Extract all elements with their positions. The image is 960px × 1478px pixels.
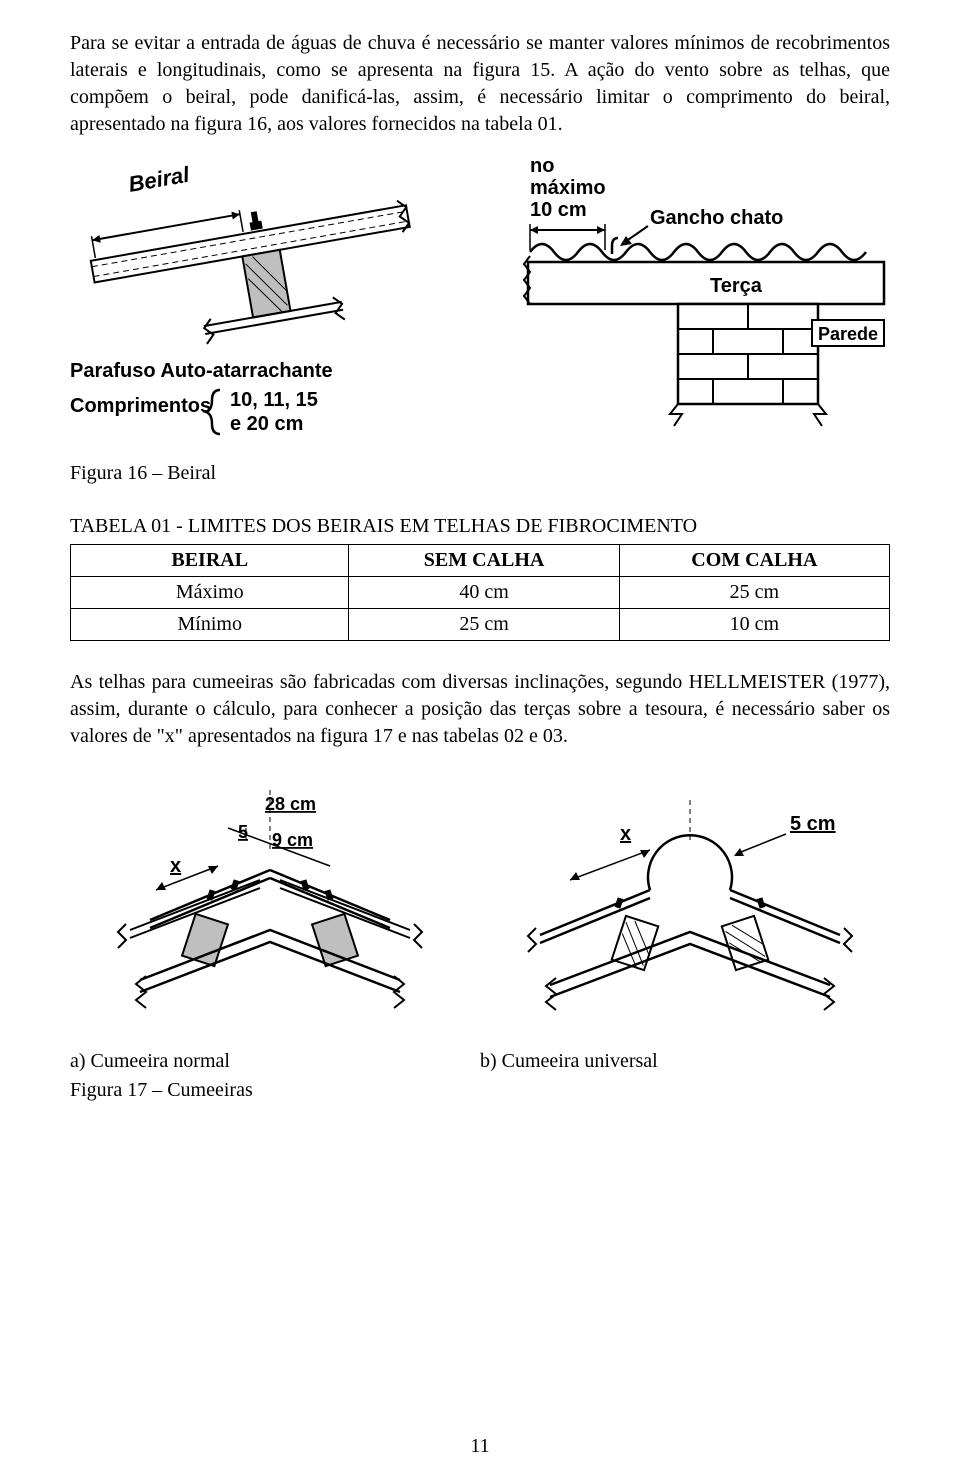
label-5: 5 xyxy=(238,822,248,842)
figure-16-row: Beiral P xyxy=(70,152,890,452)
figure-17-right: 5 cm x xyxy=(490,780,890,1040)
figure-16-caption: Figura 16 – Beiral xyxy=(70,462,890,485)
label-comprimentos: Comprimentos xyxy=(70,395,211,417)
table-row: Mínimo 25 cm 10 cm xyxy=(71,609,890,641)
table-cell: 40 cm xyxy=(349,577,619,609)
label-9cm: 9 cm xyxy=(272,830,313,850)
label-28cm: 28 cm xyxy=(265,794,316,814)
table-01: BEIRAL SEM CALHA COM CALHA Máximo 40 cm … xyxy=(70,544,890,641)
table-cell: Máximo xyxy=(71,577,349,609)
label-10cm: 10 cm xyxy=(530,199,587,221)
paragraph-2: As telhas para cumeeiras são fabricadas … xyxy=(70,669,890,750)
label-sizes-1: 10, 11, 15 xyxy=(230,389,318,411)
table-cell: Mínimo xyxy=(71,609,349,641)
label-x-right: x xyxy=(620,823,631,845)
table-header-beiral: BEIRAL xyxy=(71,545,349,577)
table-cell: 25 cm xyxy=(349,609,619,641)
label-gancho: Gancho chato xyxy=(650,207,783,229)
label-terca: Terça xyxy=(710,275,763,297)
caption-a: a) Cumeeira normal xyxy=(70,1050,480,1073)
table-header-sem: SEM CALHA xyxy=(349,545,619,577)
label-maximo: máximo xyxy=(530,177,606,199)
label-no: no xyxy=(530,155,554,177)
figure-17-row: 28 cm 5 9 cm x xyxy=(70,780,890,1040)
table-cell: 10 cm xyxy=(619,609,889,641)
figure-16-right: no máximo 10 cm Gancho chato Terç xyxy=(460,152,890,452)
table-01-title: TABELA 01 - LIMITES DOS BEIRAIS EM TELHA… xyxy=(70,515,890,538)
figure-17-subcaptions: a) Cumeeira normal b) Cumeeira universal xyxy=(70,1050,890,1073)
label-x-left: x xyxy=(170,855,181,877)
label-beiral: Beiral xyxy=(127,162,192,197)
figure-16-left: Beiral P xyxy=(70,152,440,452)
label-5cm-right: 5 cm xyxy=(790,813,836,835)
figure-17-caption: Figura 17 – Cumeeiras xyxy=(70,1079,890,1102)
table-row: BEIRAL SEM CALHA COM CALHA xyxy=(71,545,890,577)
label-sizes-2: e 20 cm xyxy=(230,413,303,435)
table-row: Máximo 40 cm 25 cm xyxy=(71,577,890,609)
table-cell: 25 cm xyxy=(619,577,889,609)
caption-b: b) Cumeeira universal xyxy=(480,1050,890,1073)
label-parede: Parede xyxy=(818,324,878,344)
table-header-com: COM CALHA xyxy=(619,545,889,577)
page-number: 11 xyxy=(0,1435,960,1458)
figure-17-left: 28 cm 5 9 cm x xyxy=(70,780,470,1040)
paragraph-1: Para se evitar a entrada de águas de chu… xyxy=(70,30,890,138)
label-parafuso: Parafuso Auto-atarrachante xyxy=(70,360,333,382)
